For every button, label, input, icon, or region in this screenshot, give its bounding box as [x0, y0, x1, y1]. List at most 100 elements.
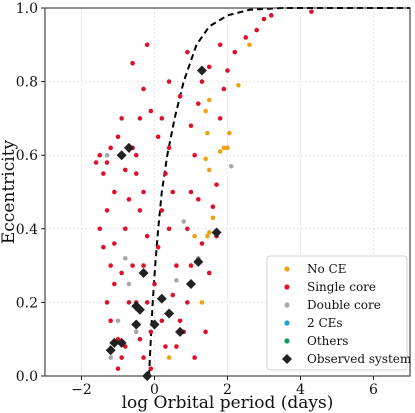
- no_ce-point: [236, 82, 241, 88]
- single_core-point: [112, 241, 117, 246]
- single_core-point: [210, 204, 216, 210]
- observed-point: [175, 326, 186, 337]
- double_core-point: [123, 255, 128, 261]
- no_ce-point: [210, 215, 216, 221]
- single_core-point: [254, 27, 259, 33]
- single_core-point: [152, 281, 157, 287]
- no_ce-point: [199, 300, 205, 305]
- single_core-point: [126, 300, 132, 305]
- x-tick-label: 0: [150, 382, 159, 398]
- single_core-point: [119, 355, 124, 360]
- curve-line: [148, 7, 410, 377]
- legend-label: Single core: [307, 280, 376, 294]
- observed-point: [186, 279, 196, 289]
- single_core-point: [174, 263, 179, 268]
- no_ce-point: [206, 167, 212, 173]
- y-axis-label: Eccentricity: [0, 139, 19, 244]
- observed-point: [164, 308, 175, 319]
- single_core-point: [163, 344, 168, 349]
- single_core-point: [148, 108, 154, 114]
- no_ce-point: [206, 97, 212, 103]
- observed-point: [211, 227, 222, 238]
- single_core-point: [144, 233, 150, 239]
- no_ce-point: [205, 233, 210, 239]
- double_core-point: [133, 329, 139, 335]
- single_core-point: [192, 355, 197, 360]
- no_ce-point: [192, 233, 197, 239]
- legend-marker-no_ce: [284, 266, 290, 272]
- no_ce-point: [166, 355, 172, 360]
- no_ce-point: [206, 230, 212, 235]
- double_core-point: [104, 152, 110, 158]
- single_core-point: [130, 263, 135, 268]
- legend-label: 2 CEs: [307, 316, 343, 330]
- y-tick-label: 1.0: [16, 1, 38, 17]
- single_core-point: [217, 116, 223, 121]
- single_core-point: [137, 116, 143, 121]
- single_core-point: [115, 336, 121, 342]
- no_ce-point: [221, 145, 227, 151]
- x-tick-label: 2: [223, 382, 232, 398]
- single_core-point: [243, 35, 249, 40]
- single_core-point: [119, 270, 124, 276]
- single_core-point: [196, 197, 201, 202]
- no_ce-point: [227, 130, 232, 136]
- observed-point: [109, 337, 120, 348]
- single_core-point: [104, 300, 110, 305]
- single_core-point: [199, 241, 205, 246]
- legend-marker-double_core: [284, 302, 290, 308]
- tick-labels: −2 0 2 4 6 0.0 0.2 0.4 0.6 0.8 1.0: [16, 1, 378, 398]
- single_core-point: [188, 189, 194, 195]
- single_core-point: [159, 318, 165, 324]
- observed-point: [105, 345, 116, 356]
- single_core-point: [188, 263, 194, 268]
- single_core-point: [97, 226, 103, 232]
- single_core-point: [141, 86, 146, 92]
- single_core-point: [155, 134, 161, 140]
- single_core-point: [133, 152, 139, 158]
- single_core-point: [101, 171, 106, 176]
- single_core-point: [170, 292, 176, 298]
- single_core-point: [108, 145, 113, 151]
- single_core-point: [206, 64, 212, 70]
- single_core-point: [130, 60, 135, 66]
- no_ce-point: [225, 145, 230, 151]
- single_core-point: [148, 329, 154, 335]
- single_core-point: [108, 318, 113, 324]
- x-tick-label: −2: [71, 382, 92, 398]
- single_core-point: [123, 167, 128, 173]
- single_core-point: [126, 197, 132, 202]
- double_core-point: [181, 219, 186, 224]
- single_core-point: [166, 226, 172, 232]
- observed-point: [138, 267, 149, 278]
- x-tick-label: 6: [369, 382, 378, 398]
- single_core-point: [174, 344, 179, 349]
- single_core-point: [155, 244, 161, 250]
- single_core-point: [185, 226, 190, 232]
- legend-marker-two_ces: [284, 320, 290, 326]
- double_core-point: [174, 278, 179, 283]
- single_core-point: [214, 182, 219, 187]
- observed-point: [156, 293, 167, 304]
- no_ce-point: [247, 42, 252, 48]
- no_ce-point: [217, 149, 223, 154]
- single_core-point: [185, 300, 190, 305]
- y-tick-label: 0.4: [16, 222, 38, 238]
- no_ce-point: [203, 108, 208, 114]
- single_core-point: [159, 116, 165, 121]
- single_core-point: [133, 171, 139, 176]
- single_core-point: [104, 160, 110, 165]
- single_core-point: [119, 116, 124, 121]
- no_ce-point: [203, 156, 208, 162]
- single_core-point: [163, 171, 168, 176]
- legend-marker-observed: [282, 354, 292, 364]
- single_core-point: [269, 13, 274, 18]
- single_core-point: [141, 189, 146, 195]
- single_core-point: [170, 189, 176, 195]
- single_core-point: [232, 49, 238, 55]
- observed-point: [131, 301, 142, 312]
- y-tick-label: 0.8: [16, 75, 38, 91]
- single_core-point: [108, 263, 113, 268]
- single_core-point: [97, 152, 103, 158]
- single_core-point: [141, 355, 146, 360]
